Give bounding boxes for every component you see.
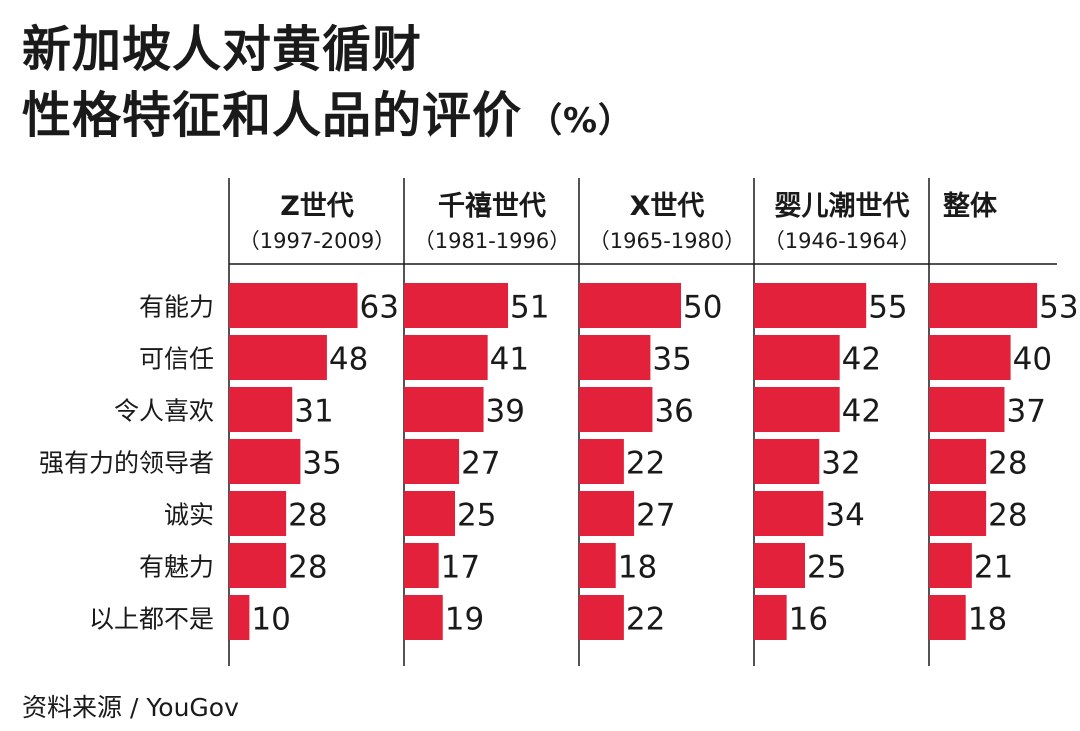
bar — [754, 491, 824, 536]
bar — [404, 491, 455, 536]
bar — [579, 491, 635, 536]
bar — [929, 387, 1005, 432]
bar — [404, 439, 460, 484]
bar — [754, 387, 840, 432]
data-label: 31 — [294, 394, 333, 430]
data-label: 28 — [988, 446, 1027, 482]
data-label: 40 — [1013, 342, 1052, 378]
data-label: 18 — [618, 550, 657, 586]
bar — [579, 439, 624, 484]
bar — [929, 283, 1038, 328]
data-label: 17 — [441, 550, 480, 586]
series-header: Z世代 — [280, 191, 354, 222]
data-label: 55 — [868, 290, 907, 326]
bar — [929, 595, 966, 640]
bar — [754, 595, 787, 640]
bar — [404, 595, 443, 640]
category-label: 有魅力 — [139, 553, 214, 582]
bar — [229, 387, 293, 432]
data-label: 35 — [302, 446, 341, 482]
chart-title-line2-text: 性格特征和人品的评价 — [22, 87, 523, 144]
series-period: （1997-2009） — [239, 229, 395, 253]
data-label: 28 — [988, 498, 1027, 534]
data-label: 42 — [842, 394, 881, 430]
bar — [229, 595, 250, 640]
data-label: 51 — [510, 290, 549, 326]
bar — [404, 335, 488, 380]
bar — [229, 283, 358, 328]
data-label: 27 — [461, 446, 500, 482]
chart-title-line2: 性格特征和人品的评价 （%） — [22, 88, 633, 149]
chart-title-line1: 新加坡人对黄循财 — [22, 21, 423, 78]
data-label: 35 — [652, 342, 691, 378]
data-label: 28 — [288, 550, 327, 586]
bar — [229, 543, 287, 588]
bar — [579, 335, 651, 380]
series-header: X世代 — [630, 191, 705, 222]
category-label: 以上都不是 — [89, 605, 214, 634]
series-header: 千禧世代 — [438, 191, 546, 222]
bar — [579, 387, 653, 432]
bar — [929, 335, 1011, 380]
data-label: 25 — [457, 498, 496, 534]
data-label: 50 — [683, 290, 722, 326]
data-label: 39 — [486, 394, 525, 430]
data-label: 25 — [807, 550, 846, 586]
category-label: 诚实 — [164, 501, 214, 530]
data-label: 10 — [251, 602, 290, 638]
data-label: 63 — [360, 290, 399, 326]
series-header: 整体 — [943, 191, 998, 222]
bar — [229, 439, 301, 484]
bar — [754, 439, 820, 484]
source-note: 资料来源 / YouGov — [22, 693, 239, 722]
bar — [929, 491, 987, 536]
bar — [404, 283, 509, 328]
data-label: 36 — [654, 394, 693, 430]
data-label: 53 — [1039, 290, 1078, 326]
data-label: 41 — [490, 342, 529, 378]
bar — [229, 491, 287, 536]
bar — [929, 439, 987, 484]
bar — [404, 387, 484, 432]
category-label: 有能力 — [139, 293, 214, 322]
series-period: （1965-1980） — [589, 229, 745, 253]
bar — [754, 543, 805, 588]
category-label: 强有力的领导者 — [39, 449, 214, 478]
data-label: 19 — [445, 602, 484, 638]
bar — [229, 335, 327, 380]
data-label: 22 — [626, 446, 665, 482]
data-label: 28 — [288, 498, 327, 534]
bar — [404, 543, 439, 588]
data-label: 48 — [329, 342, 368, 378]
bar — [579, 543, 616, 588]
chart-title-unit: （%） — [528, 101, 634, 141]
category-label: 可信任 — [139, 345, 214, 374]
data-label: 16 — [789, 602, 828, 638]
bar — [579, 283, 681, 328]
data-label: 32 — [821, 446, 860, 482]
data-label: 27 — [636, 498, 675, 534]
bar — [754, 335, 840, 380]
data-label: 42 — [842, 342, 881, 378]
data-label: 34 — [825, 498, 864, 534]
bar — [929, 543, 972, 588]
bar — [579, 595, 624, 640]
data-label: 22 — [626, 602, 665, 638]
series-period: （1946-1964） — [764, 229, 920, 253]
series-header: 婴儿潮世代 — [775, 191, 910, 222]
series-period: （1981-1996） — [414, 229, 570, 253]
data-label: 18 — [968, 602, 1007, 638]
category-label: 令人喜欢 — [114, 397, 214, 426]
data-label: 21 — [974, 550, 1013, 586]
bar — [754, 283, 867, 328]
data-label: 37 — [1006, 394, 1045, 430]
